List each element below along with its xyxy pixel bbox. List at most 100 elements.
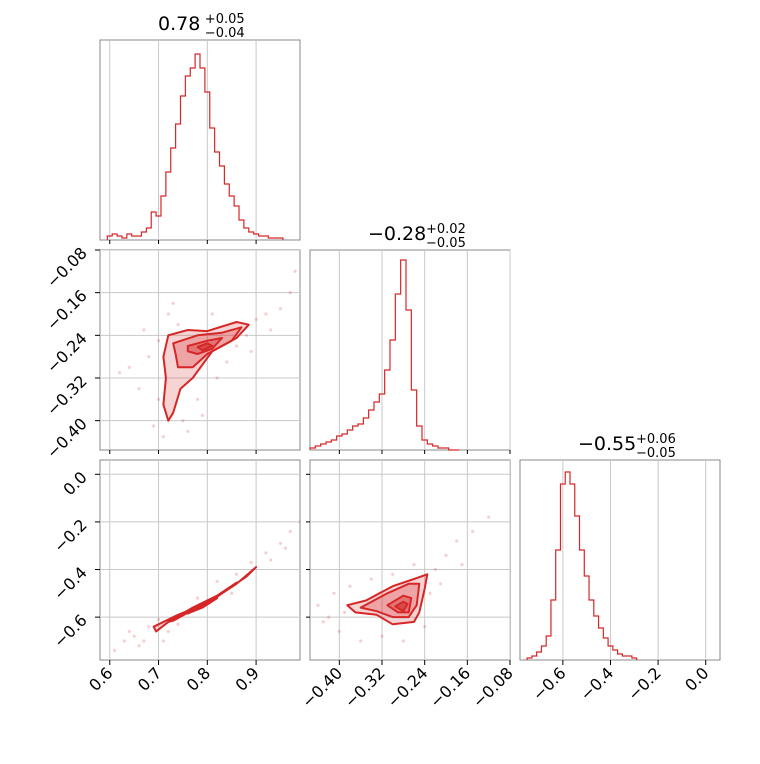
scatter-point-1-0-23 <box>171 301 175 305</box>
pair-panel-2-0 <box>99 459 301 661</box>
scatter-point-1-0-20 <box>269 328 273 332</box>
pair-panel-1-0 <box>99 249 301 451</box>
scatter-point-2-0-17 <box>230 591 234 595</box>
scatter-point-2-1-18 <box>439 582 443 586</box>
scatter-point-2-0-15 <box>298 520 300 524</box>
contour-1-0-0 <box>162 321 250 422</box>
scatter-point-1-0-26 <box>117 371 122 375</box>
scatter-point-2-0-14 <box>288 529 292 534</box>
scatter-point-2-1-0 <box>316 603 320 607</box>
scatter-point-1-0-25 <box>293 269 297 273</box>
scatter-point-2-0-0 <box>113 648 117 653</box>
contour-1-0-3 <box>196 342 214 352</box>
scatter-point-1-0-1 <box>137 387 141 391</box>
ytick-label-2-2: −0.4 <box>50 563 91 604</box>
ytick-label-1-3: −0.32 <box>43 371 91 419</box>
xtick-label-2-3: 0.0 <box>681 663 712 694</box>
scatter-point-1-0-11 <box>200 413 205 417</box>
ytick-label-2-1: −0.2 <box>50 515 91 556</box>
scatter-point-2-0-3 <box>142 639 146 643</box>
hist-panel-0: 0.78 +0.05−0.04 <box>99 12 301 241</box>
xtick-label-1-4: −0.08 <box>469 663 517 711</box>
scatter-point-2-1-5 <box>359 639 363 643</box>
contour-2-0-1 <box>167 581 238 623</box>
scatter-point-2-1-20 <box>343 610 347 614</box>
scatter-point-1-0-6 <box>161 435 166 439</box>
scatter-point-2-1-16 <box>487 515 491 519</box>
scatter-point-2-0-19 <box>161 639 166 643</box>
scatter-point-1-0-16 <box>254 317 258 321</box>
scatter-point-1-0-8 <box>176 323 180 327</box>
scatter-point-2-1-6 <box>369 577 373 581</box>
xtick-label-1-1: −0.32 <box>341 663 389 711</box>
scatter-point-1-0-2 <box>147 355 151 359</box>
pair-frame-1-0 <box>99 249 301 451</box>
pair-panel-2-1 <box>309 459 511 661</box>
xtick-label-1-3: −0.16 <box>426 663 474 711</box>
scatter-point-2-1-1 <box>327 615 331 619</box>
scatter-point-2-0-21 <box>127 629 131 634</box>
xtick-label-1-0: −0.40 <box>298 663 346 711</box>
xtick-label-0-0: 0.6 <box>85 663 116 694</box>
ytick-label-2-0: 0.0 <box>59 468 90 499</box>
scatter-point-1-0-27 <box>210 312 214 316</box>
scatter-point-2-1-10 <box>412 563 416 567</box>
xtick-label-0-1: 0.7 <box>134 663 165 694</box>
hist-title-1: −0.28 <box>368 223 426 245</box>
hist-frame-0 <box>99 39 301 241</box>
scatter-point-1-0-9 <box>181 419 185 423</box>
scatter-point-1-0-3 <box>152 424 156 428</box>
scatter-point-2-0-9 <box>215 579 219 584</box>
scatter-point-1-0-5 <box>156 339 161 343</box>
scatter-point-2-0-13 <box>278 541 283 545</box>
scatter-point-2-0-10 <box>234 572 239 576</box>
scatter-point-1-0-24 <box>142 328 146 332</box>
scatter-point-2-0-6 <box>166 629 170 634</box>
pair-inner-2-0 <box>100 460 300 660</box>
pair-inner-1-0 <box>100 250 300 450</box>
scatter-point-2-0-7 <box>176 622 180 626</box>
scatter-point-2-0-8 <box>195 596 200 600</box>
hist-step-1 <box>309 259 460 451</box>
ytick-label-2-3: −0.6 <box>50 611 91 652</box>
scatter-point-1-0-15 <box>244 333 248 337</box>
xtick-label-2-0: −0.6 <box>529 663 570 704</box>
hist-step-2 <box>526 471 638 660</box>
scatter-point-2-0-5 <box>156 617 161 622</box>
hist-title-sub-2: −0.05 <box>636 446 676 461</box>
pair-inner-2-1 <box>310 460 510 660</box>
scatter-point-2-0-1 <box>122 639 126 643</box>
hist-title-sub-0: −0.04 <box>205 26 245 41</box>
scatter-point-1-0-22 <box>186 429 190 433</box>
scatter-point-2-1-19 <box>321 620 325 624</box>
hist-frame-1 <box>309 249 511 451</box>
hist-title-sup-1: +0.02 <box>426 222 466 237</box>
scatter-point-2-1-2 <box>332 591 336 595</box>
scatter-point-1-0-13 <box>225 360 229 364</box>
scatter-point-1-0-21 <box>249 349 253 353</box>
contour-2-0-2 <box>186 597 219 615</box>
scatter-point-2-0-11 <box>249 560 253 564</box>
scatter-point-1-0-18 <box>278 307 283 311</box>
scatter-point-1-0-14 <box>234 344 239 348</box>
scatter-point-2-0-4 <box>147 625 151 629</box>
pair-frame-2-0 <box>99 459 301 661</box>
hist-title-sup-0: +0.05 <box>205 12 245 27</box>
scatter-point-1-0-4 <box>156 397 161 401</box>
scatter-point-2-0-12 <box>264 551 268 555</box>
scatter-point-2-1-14 <box>455 539 459 543</box>
scatter-point-1-0-10 <box>195 397 200 401</box>
ytick-label-1-0: −0.08 <box>43 243 91 291</box>
scatter-point-2-1-13 <box>444 553 448 557</box>
hist-frame-2 <box>519 459 721 661</box>
xtick-label-2-2: −0.2 <box>624 663 665 704</box>
scatter-point-2-1-17 <box>428 591 432 595</box>
ytick-label-1-1: −0.16 <box>43 286 91 334</box>
scatter-point-2-0-20 <box>283 546 287 550</box>
hist-panel-1: −0.28 +0.02−0.05 <box>309 222 511 451</box>
ytick-label-1-2: −0.24 <box>43 329 91 377</box>
scatter-point-2-1-12 <box>433 567 437 572</box>
scatter-point-2-1-4 <box>348 584 352 588</box>
